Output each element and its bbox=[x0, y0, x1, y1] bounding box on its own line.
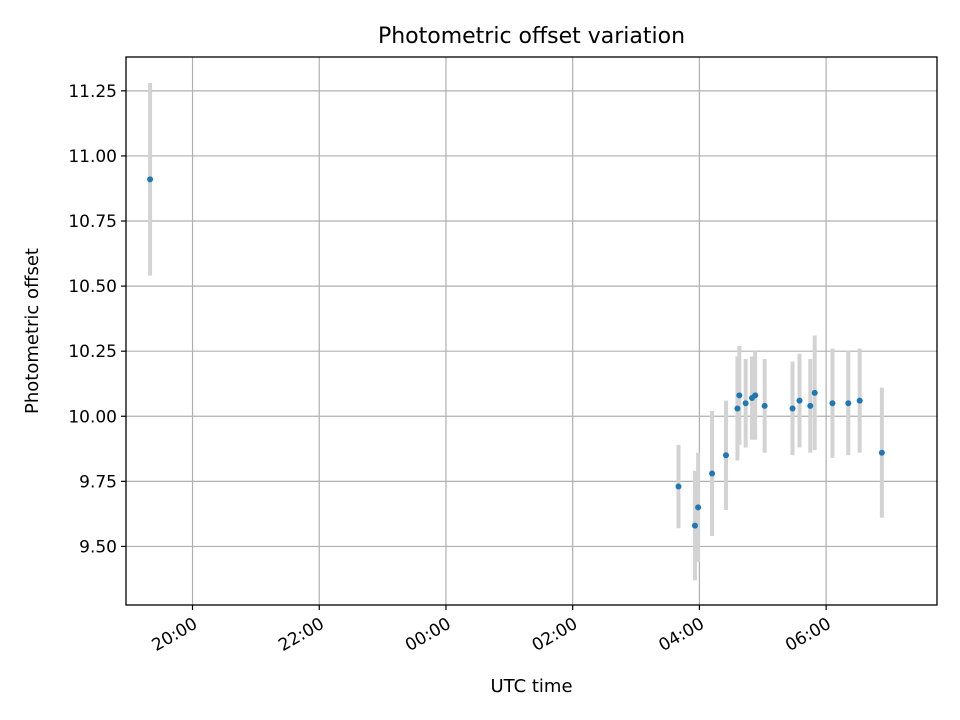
data-point bbox=[829, 400, 836, 407]
data-point bbox=[789, 405, 796, 412]
data-point bbox=[845, 400, 852, 407]
y-axis-ticks: 9.50 9.75 10.00 10.25 10.50 10.75 11.00 11.25 bbox=[68, 82, 126, 557]
data-point bbox=[736, 392, 743, 399]
y-tick-label: 9.75 bbox=[79, 472, 117, 492]
chart-title: Photometric offset variation bbox=[378, 24, 685, 49]
y-tick-label: 10.75 bbox=[68, 212, 117, 232]
data-point bbox=[742, 400, 749, 407]
data-point bbox=[811, 389, 818, 396]
x-tick-label: 20:00 bbox=[149, 614, 201, 656]
x-axis-ticks: 20:00 22:00 00:00 02:00 04:00 06:00 bbox=[149, 605, 835, 656]
x-tick-label: 06:00 bbox=[782, 614, 834, 656]
y-tick-label: 10.25 bbox=[68, 342, 117, 362]
x-axis-label: UTC time bbox=[490, 676, 572, 697]
y-tick-label: 10.50 bbox=[68, 277, 117, 297]
data-point bbox=[695, 504, 702, 511]
x-tick-label: 22:00 bbox=[275, 614, 327, 656]
data-point bbox=[675, 483, 682, 490]
plot-frame bbox=[125, 56, 938, 606]
grid-lines bbox=[126, 57, 937, 605]
data-point bbox=[796, 397, 803, 404]
data-point bbox=[856, 397, 863, 404]
data-points bbox=[147, 176, 885, 529]
data-point bbox=[752, 392, 759, 399]
data-point bbox=[723, 452, 730, 459]
data-point bbox=[878, 449, 885, 456]
data-point bbox=[761, 402, 768, 409]
error-bars bbox=[148, 83, 884, 581]
y-tick-label: 9.50 bbox=[79, 537, 117, 557]
data-point bbox=[147, 176, 154, 183]
data-point bbox=[807, 402, 814, 409]
y-tick-label: 11.00 bbox=[68, 147, 117, 167]
y-tick-label: 10.00 bbox=[68, 407, 117, 427]
y-axis-label: Photometric offset bbox=[22, 248, 43, 414]
x-tick-label: 00:00 bbox=[402, 614, 454, 656]
data-point bbox=[691, 522, 698, 529]
data-point bbox=[734, 405, 741, 412]
y-tick-label: 11.25 bbox=[68, 82, 117, 102]
data-point bbox=[709, 470, 716, 477]
x-tick-label: 02:00 bbox=[529, 614, 581, 656]
x-tick-label: 04:00 bbox=[655, 614, 707, 656]
